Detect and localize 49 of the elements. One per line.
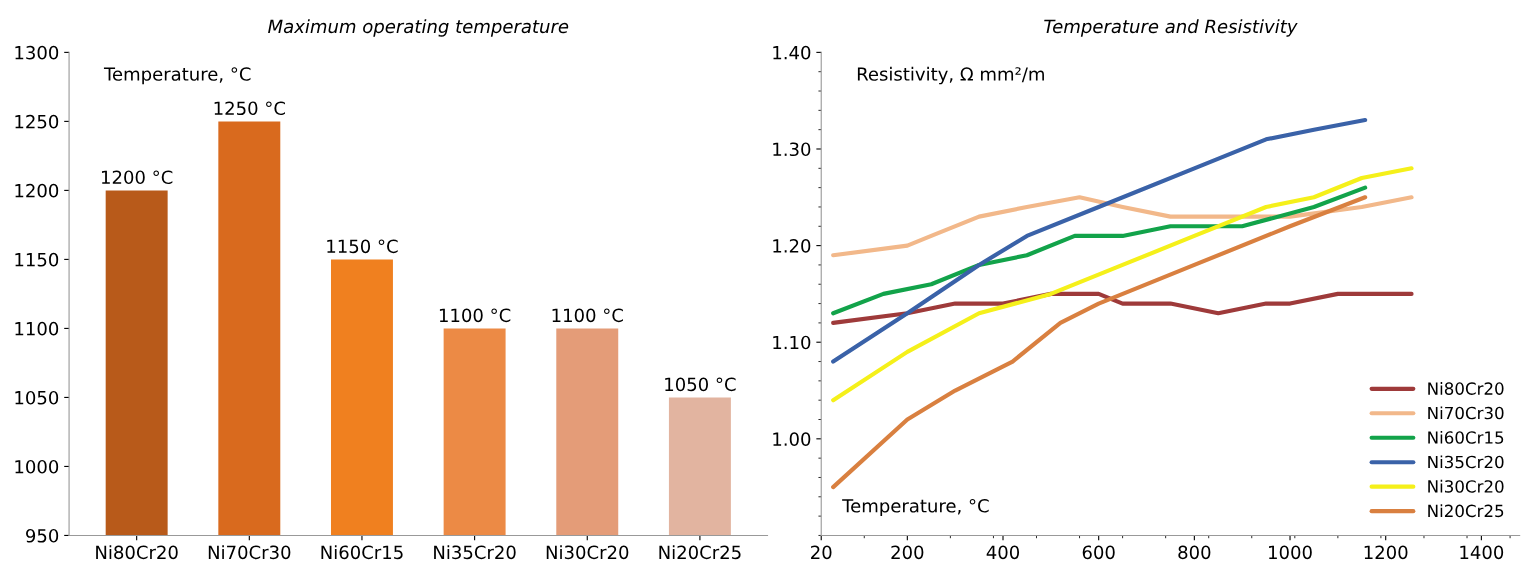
line-series [831,117,1368,364]
legend-label: Ni80Cr20 [1428,381,1504,395]
legend-label: Ni20Cr25 [1428,504,1504,518]
x-tick-label: 20 [811,545,832,560]
x-tick-label: Ni70Cr30 [208,545,291,560]
legend-label: Ni70Cr30 [1428,406,1504,420]
y-tick-label: 1300 [15,45,59,60]
y-tick-label: 1.40 [773,45,811,60]
x-tick-label: Ni30Cr20 [546,545,629,560]
data-label: 1050 °C [665,377,736,392]
legend-label: Ni60Cr15 [1428,430,1504,444]
x-tick-label: 400 [986,545,1020,560]
y-tick-label: 1100 [15,321,59,336]
chart-title: Maximum operating temperature [268,19,569,37]
y-tick-label: 1050 [15,390,59,405]
x-tick-label: 800 [1178,545,1211,560]
x-tick-label: Ni80Cr20 [96,545,178,560]
data-label: 1200 °C [101,170,173,185]
line-series [831,185,1368,316]
y-axis-title: Temperature, °C [103,67,251,85]
data-label: 1250 °C [214,101,285,116]
y-tick-label: 1200 [15,183,59,198]
chart-title: Temperature and Resistivity [1044,19,1298,37]
y-tick-label: 1.10 [773,335,811,350]
data-label: 1100 °C [552,308,623,323]
legend-label: Ni30Cr20 [1428,479,1504,493]
x-tick-label: Ni60Cr15 [321,545,403,560]
x-tick-label: 200 [891,545,924,560]
line-series [831,195,1414,258]
legend-label: Ni35Cr20 [1428,455,1504,469]
line-series [831,195,1368,490]
x-tick-label: Ni20Cr25 [659,545,741,560]
y-tick-label: 1150 [15,252,59,267]
x-tick-label: 1400 [1460,545,1504,560]
y-axis-title: Resistivity, Ω mm²/m [857,66,1044,85]
data-label: 1150 °C [327,239,398,254]
y-tick-label: 1.30 [773,142,811,157]
x-tick-label: 1200 [1364,545,1408,560]
y-tick-label: 950 [26,528,59,543]
y-tick-label: 1000 [15,459,59,474]
x-tick-label: 1000 [1269,545,1312,560]
y-tick-label: 1.00 [773,432,811,446]
x-tick-label: 600 [1082,545,1115,560]
data-label: 1100 °C [439,308,511,323]
y-tick-label: 1.20 [773,239,811,253]
x-axis-title: Temperature, °C [842,498,989,517]
y-tick-label: 1250 [15,114,59,129]
line-series [831,166,1414,403]
x-tick-label: Ni35Cr20 [434,545,516,560]
